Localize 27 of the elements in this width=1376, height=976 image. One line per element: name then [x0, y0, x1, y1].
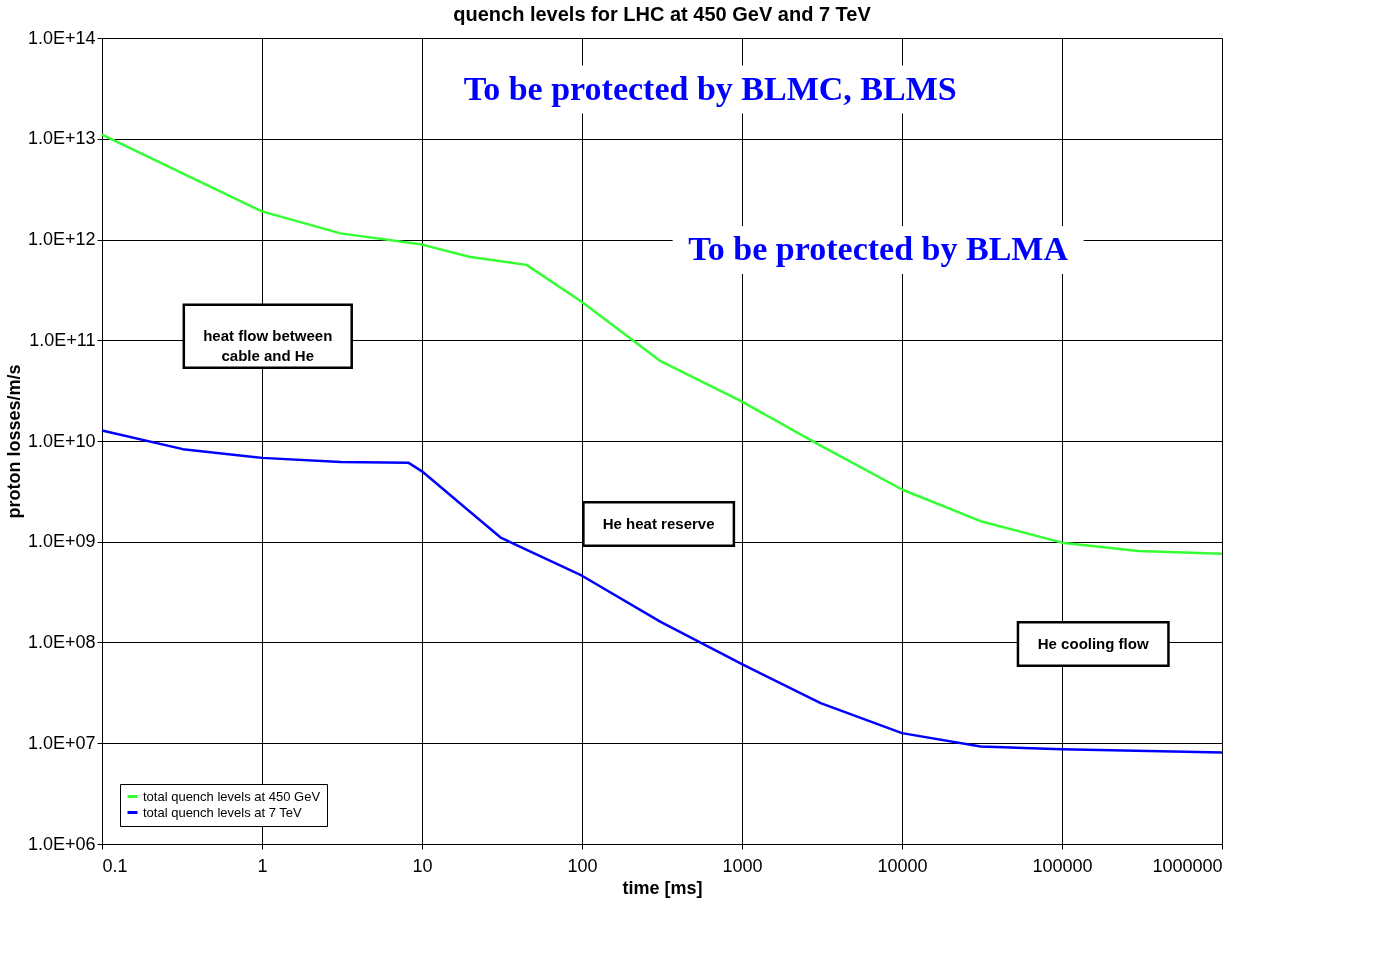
- y-tick-label: 1.0E+11: [29, 329, 96, 350]
- x-tick-label: 10: [412, 855, 433, 876]
- annotation: He cooling flow: [1037, 635, 1149, 653]
- x-tick-label: 1000000: [1152, 855, 1223, 876]
- annotation: heat flow between cable and He: [203, 327, 333, 364]
- x-tick-label: 1000: [722, 855, 763, 876]
- y-tick-label: 1.0E+13: [27, 128, 96, 149]
- y-tick-label: 1.0E+08: [27, 632, 96, 652]
- y-tick-label: 1.0E+12: [27, 229, 96, 249]
- y-axis-title: proton losses/m/s: [3, 364, 24, 519]
- legend-label: total quench levels at 450 GeV: [143, 788, 321, 804]
- y-tick-label: 1.0E+10: [27, 430, 96, 451]
- y-tick-label: 1.0E+06: [27, 833, 96, 854]
- annotation: He heat reserve: [602, 515, 715, 533]
- x-axis-title: time [ms]: [622, 877, 703, 898]
- x-tick-label: 1: [257, 855, 268, 876]
- annotation: To be protected by BLMC, BLMS: [463, 69, 957, 107]
- x-tick-label: 100000: [1032, 855, 1093, 876]
- y-tick-label: 1.0E+14: [27, 27, 96, 48]
- annotation: To be protected by BLMA: [688, 229, 1069, 267]
- y-tick-label: 1.0E+07: [27, 732, 96, 753]
- x-tick-label: 100: [567, 855, 598, 876]
- x-tick-label: 10000: [877, 855, 928, 876]
- chart-title: quench levels for LHC at 450 GeV and 7 TeV: [453, 3, 872, 25]
- x-tick-label: 0.1: [102, 855, 128, 876]
- legend-label: total quench levels at 7 TeV: [143, 804, 303, 820]
- y-tick-label: 1.0E+09: [27, 531, 96, 552]
